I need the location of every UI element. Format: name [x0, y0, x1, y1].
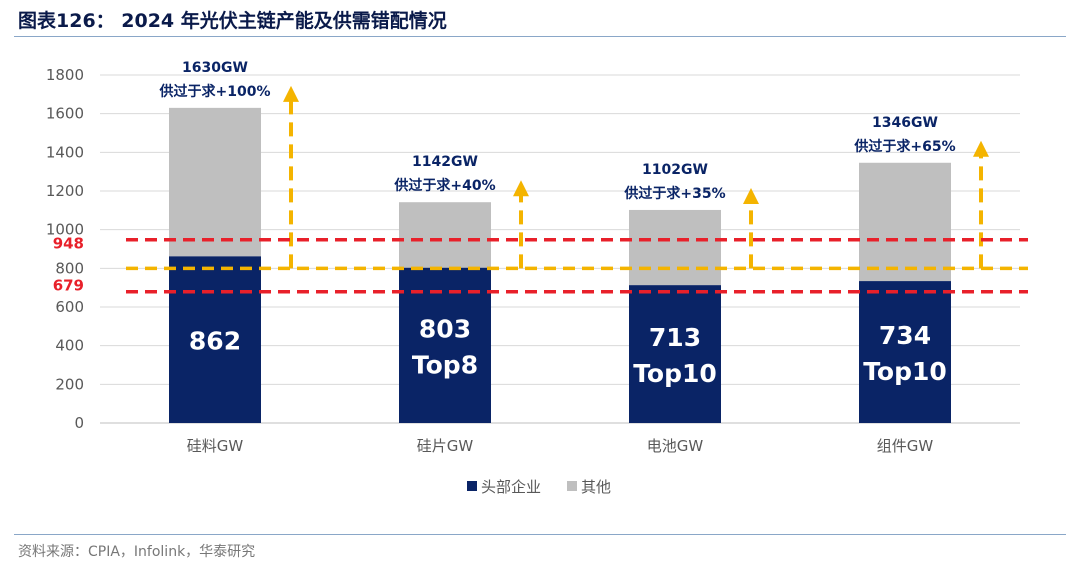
- reference-line-label: 679: [53, 277, 84, 295]
- legend-swatch: [567, 481, 577, 491]
- bar-head-segment: [169, 256, 261, 423]
- y-tick-label: 1200: [46, 182, 84, 200]
- oversupply-label: 供过于求+40%: [393, 177, 495, 194]
- bar-value-label: Top10: [863, 357, 947, 386]
- bar-value-label: 862: [189, 327, 241, 356]
- bar-value-label: 734: [879, 321, 931, 350]
- reference-line-label: 948: [53, 235, 84, 253]
- bar-head-segment: [399, 267, 491, 423]
- oversupply-arrow-head: [743, 187, 759, 204]
- oversupply-arrow-head: [513, 180, 529, 197]
- bar-other-segment: [169, 107, 261, 257]
- x-tick-label: 硅料GW: [187, 437, 244, 455]
- bar-value-label: 803: [419, 314, 471, 343]
- source-divider: [14, 534, 1066, 535]
- x-tick-label: 组件GW: [877, 437, 934, 455]
- y-tick-label: 1400: [46, 143, 84, 161]
- bar-other-segment: [629, 209, 721, 286]
- bar-value-label: Top8: [412, 350, 478, 379]
- bar-value-label: 713: [649, 323, 701, 352]
- oversupply-arrow-head: [973, 140, 989, 157]
- y-tick-label: 1000: [46, 221, 84, 239]
- bar-value-label: Top10: [633, 359, 717, 388]
- oversupply-label: 供过于求+100%: [159, 83, 271, 100]
- bar-head-segment: [859, 281, 951, 423]
- legend-label: 其他: [581, 478, 611, 496]
- y-tick-label: 1800: [46, 66, 84, 84]
- legend-swatch: [467, 481, 477, 491]
- x-tick-label: 电池GW: [647, 437, 704, 455]
- y-tick-label: 800: [55, 259, 84, 277]
- oversupply-label: 供过于求+35%: [623, 185, 725, 202]
- oversupply-label: 供过于求+65%: [853, 138, 955, 155]
- oversupply-arrow-head: [283, 85, 299, 102]
- total-label: 1630GW: [182, 60, 248, 76]
- total-label: 1346GW: [872, 115, 938, 131]
- legend-label: 头部企业: [481, 478, 541, 496]
- stacked-bar-chart: 0 200 400 600 800 1000 1200 1400 1600 1800 862 硅料GW…: [46, 60, 1028, 496]
- chart-title: 图表126： 2024 年光伏主链产能及供需错配情况: [18, 10, 447, 32]
- x-tick-label: 硅片GW: [417, 437, 474, 455]
- y-tick-label: 600: [55, 298, 84, 316]
- total-label: 1102GW: [642, 162, 708, 178]
- bar-head-segment: [629, 285, 721, 423]
- bar-other-segment: [399, 202, 491, 268]
- title-divider: [14, 36, 1066, 37]
- bar-other-segment: [859, 162, 951, 282]
- y-tick-label: 0: [74, 414, 84, 432]
- y-tick-label: 1600: [46, 105, 84, 123]
- y-tick-label: 400: [55, 337, 84, 355]
- y-tick-label: 200: [55, 375, 84, 393]
- source-note: 资料来源：CPIA，Infolink，华泰研究: [18, 544, 256, 560]
- total-label: 1142GW: [412, 154, 478, 170]
